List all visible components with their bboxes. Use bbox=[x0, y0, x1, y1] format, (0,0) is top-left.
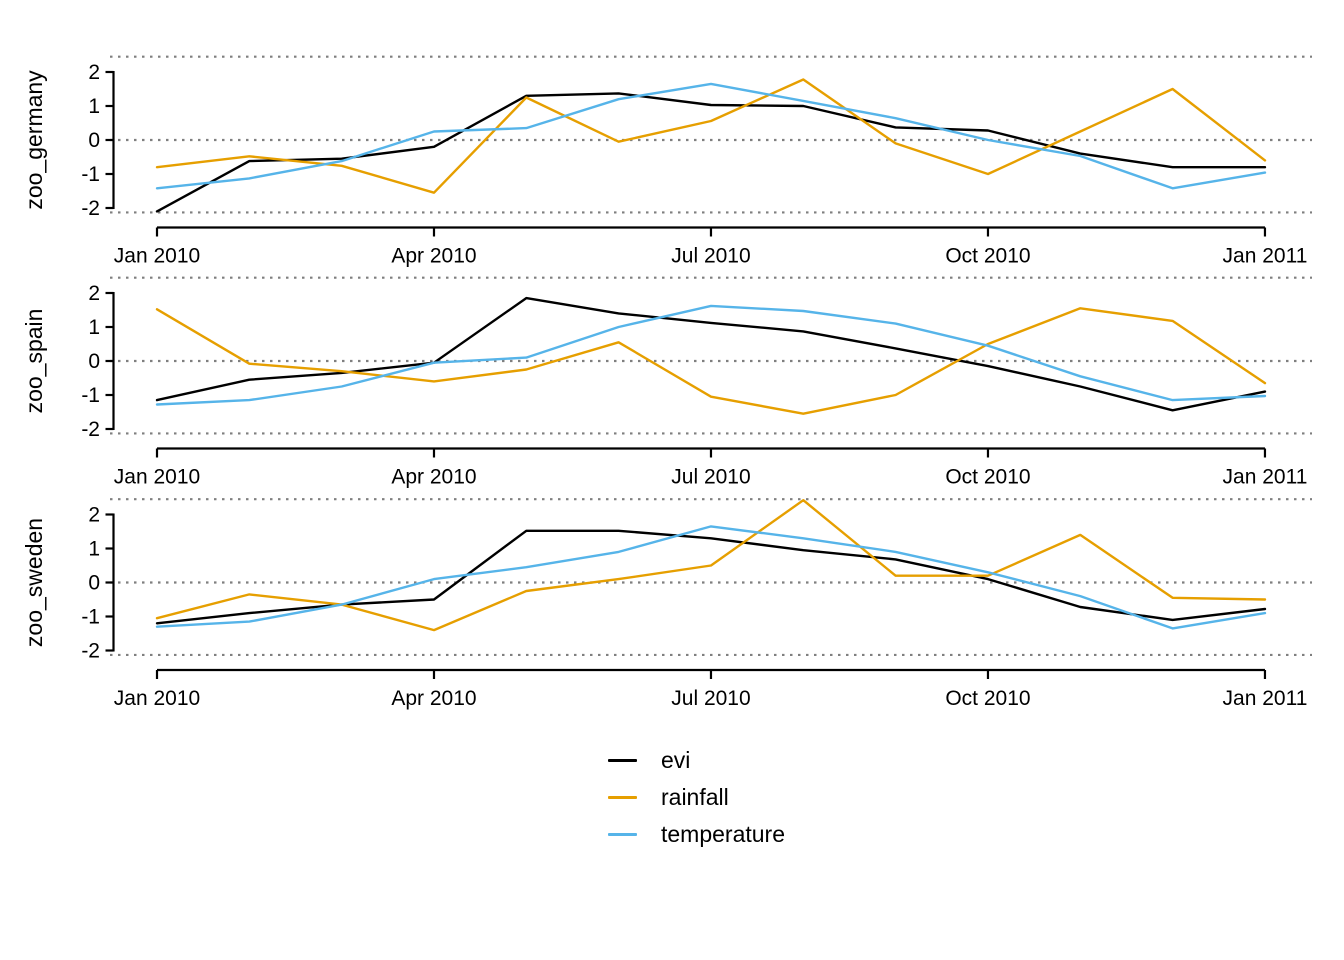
x-tick-label: Jan 2011 bbox=[1223, 466, 1308, 489]
series-line-evi bbox=[155, 92, 1267, 213]
legend-item-evi: evi bbox=[608, 748, 785, 772]
legend-label-temperature: temperature bbox=[661, 821, 786, 847]
y-tick-label: -1 bbox=[81, 606, 100, 629]
panel-zoo_spain: 2 1 0 -1 -2 zoo_spain Jan 2010 Apr 2010 Jul 2010… bbox=[21, 276, 1312, 489]
y-tick-label: 1 bbox=[88, 538, 100, 561]
y-tick-label: 0 bbox=[88, 572, 100, 595]
x-tick-label: Oct 2010 bbox=[945, 687, 1030, 710]
y-tick-label: 2 bbox=[88, 61, 100, 84]
series-line-temperature bbox=[155, 525, 1267, 630]
y-tick-label: 1 bbox=[88, 95, 100, 118]
evi-line-swatch bbox=[608, 758, 637, 762]
x-tick-label: Jul 2010 bbox=[671, 466, 750, 489]
legend-label-rainfall: rainfall bbox=[661, 784, 729, 810]
y-tick-label: 0 bbox=[88, 129, 100, 152]
x-tick-label: Jul 2010 bbox=[671, 687, 750, 710]
series-line-evi bbox=[155, 529, 1267, 625]
legend-item-rainfall: rainfall bbox=[608, 785, 785, 809]
legend-item-temperature: temperature bbox=[608, 822, 785, 846]
legend: evi rainfall temperature bbox=[608, 748, 785, 846]
x-tick-label: Apr 2010 bbox=[391, 466, 476, 489]
y-tick-label: 2 bbox=[88, 504, 100, 527]
x-tick-label: Jan 2010 bbox=[114, 687, 200, 710]
x-tick-label: Jul 2010 bbox=[671, 245, 750, 268]
x-tick-label: Jan 2010 bbox=[114, 245, 200, 268]
panel-ylabel: zoo_germany bbox=[21, 70, 47, 210]
x-tick-label: Oct 2010 bbox=[945, 245, 1030, 268]
x-tick-label: Apr 2010 bbox=[391, 687, 476, 710]
series-line-temperature bbox=[155, 82, 1267, 190]
x-tick-label: Jan 2010 bbox=[114, 466, 200, 489]
y-tick-label: 0 bbox=[88, 350, 100, 373]
x-tick-label: Oct 2010 bbox=[945, 466, 1030, 489]
y-tick-label: -1 bbox=[81, 384, 100, 407]
y-tick-label: 2 bbox=[88, 282, 100, 305]
rainfall-line-swatch bbox=[608, 795, 637, 799]
series-line-rainfall bbox=[155, 307, 1267, 415]
x-tick-label: Apr 2010 bbox=[391, 245, 476, 268]
x-tick-label: Jan 2011 bbox=[1223, 687, 1308, 710]
panel-ylabel: zoo_spain bbox=[21, 309, 47, 414]
y-tick-label: -1 bbox=[81, 163, 100, 186]
series-line-rainfall bbox=[155, 78, 1267, 194]
panel-zoo_sweden: 2 1 0 -1 -2 zoo_sweden Jan 2010 Apr 2010 Jul 201… bbox=[21, 498, 1312, 710]
panel-ylabel: zoo_sweden bbox=[21, 518, 47, 647]
series-line-temperature bbox=[155, 304, 1267, 406]
legend-label-evi: evi bbox=[661, 747, 691, 773]
panel-zoo_germany: 2 1 0 -1 -2 zoo_germany Jan 2010 Apr 2010 Jul 20… bbox=[21, 55, 1312, 268]
y-tick-label: -2 bbox=[81, 418, 100, 441]
series-line-evi bbox=[155, 296, 1267, 412]
temperature-line-swatch bbox=[608, 832, 637, 836]
y-tick-label: 1 bbox=[88, 316, 100, 339]
y-tick-label: -2 bbox=[81, 197, 100, 220]
x-tick-label: Jan 2011 bbox=[1223, 245, 1308, 268]
y-tick-label: -2 bbox=[81, 640, 100, 663]
